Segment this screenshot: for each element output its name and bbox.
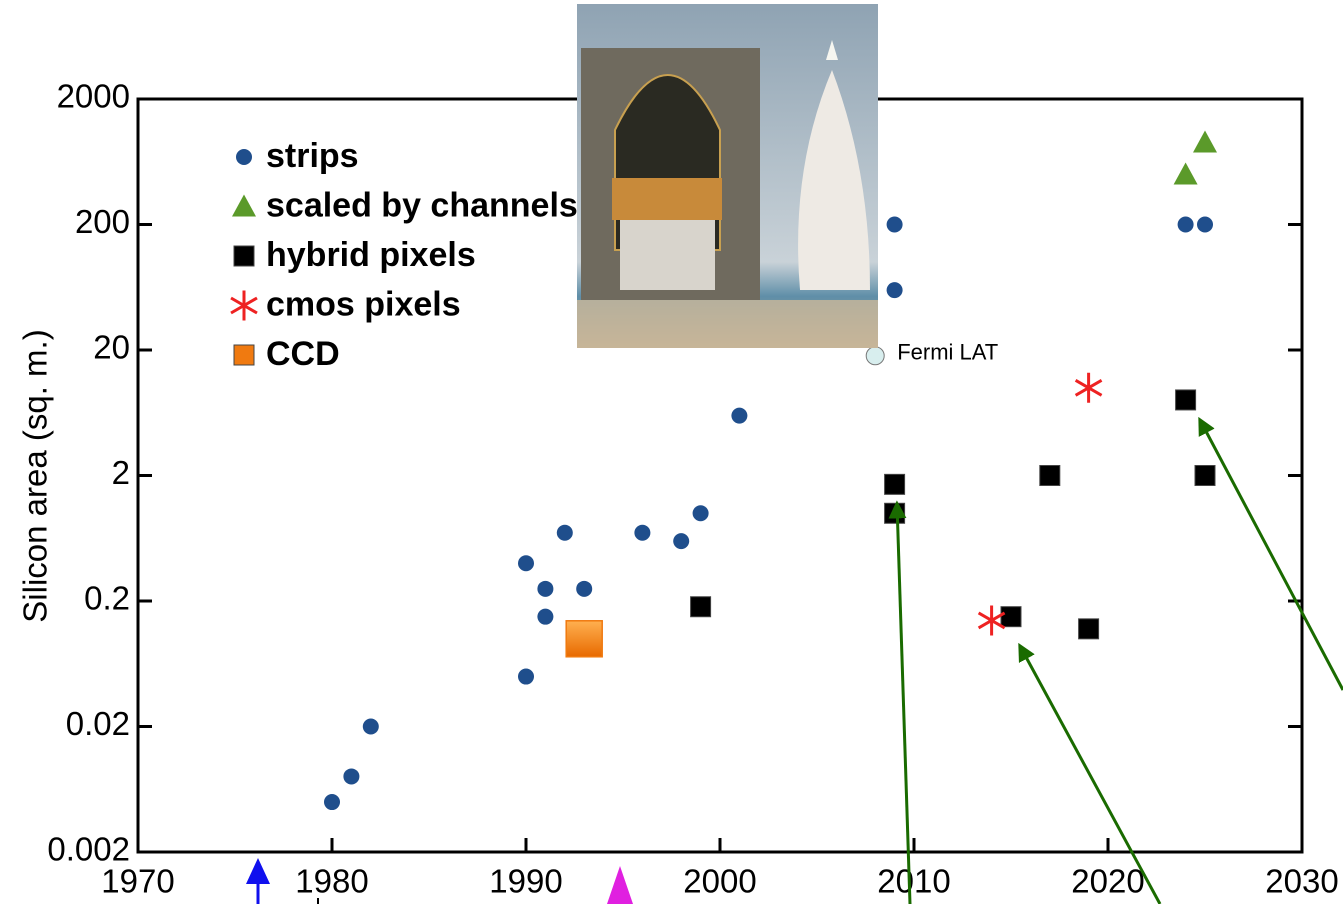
y-tick-label: 2 [112,454,130,491]
point [1176,390,1196,410]
point [576,581,592,597]
point [887,217,903,233]
x-tick-label: 2020 [1071,863,1144,900]
page: {"chart_data": {"type": "scatter", "y_la… [0,0,1343,909]
point [1195,466,1215,486]
point [518,555,534,571]
y-tick-label: 20 [93,329,130,366]
x-tick-label: 2010 [877,863,950,900]
y-axis-label: Silicon area (sq. m.) [17,329,54,622]
annotation-point [866,347,884,365]
point [537,581,553,597]
photo [577,4,878,348]
point [693,505,709,521]
legend-marker [236,149,252,165]
legend-marker [234,246,254,266]
y-tick-label: 200 [75,203,130,240]
point [324,794,340,810]
point [885,474,905,494]
point [1079,619,1099,639]
y-tick-label: 0.02 [66,705,130,742]
legend-marker [232,195,256,217]
point [634,525,650,541]
x-tick-label: 1970 [101,863,174,900]
x-tick-label: 2000 [683,863,756,900]
point [537,609,553,625]
legend-label: CCD [266,335,340,373]
x-tick-label: 2030 [1265,863,1338,900]
point [887,282,903,298]
legend-marker [231,291,257,321]
chart: 0.0020.020.22202002000197019801990200020… [0,0,1343,904]
point [673,533,689,549]
point [518,669,534,685]
point [691,597,711,617]
y-tick-label: 0.2 [84,580,130,617]
point [1076,373,1102,403]
legend-label: cmos pixels [266,285,461,323]
point [343,768,359,784]
annotation-label: Fermi LAT [897,340,998,365]
y-tick-label: 2000 [57,78,130,115]
point [1197,217,1213,233]
point [1178,217,1194,233]
point [1001,607,1021,627]
point [885,503,905,523]
annotation-arrows [897,420,1343,904]
legend-label: strips [266,137,359,175]
point [1193,131,1217,153]
point [1040,466,1060,486]
legend-label: scaled by channels [266,186,578,224]
point [566,621,602,657]
point [557,525,573,541]
point [363,719,379,735]
point [731,408,747,424]
legend-label: hybrid pixels [266,236,476,274]
legend-marker [234,345,254,365]
x-tick-label: 1990 [489,863,562,900]
point [1174,163,1198,185]
x-tick-label: 1980 [295,863,368,900]
